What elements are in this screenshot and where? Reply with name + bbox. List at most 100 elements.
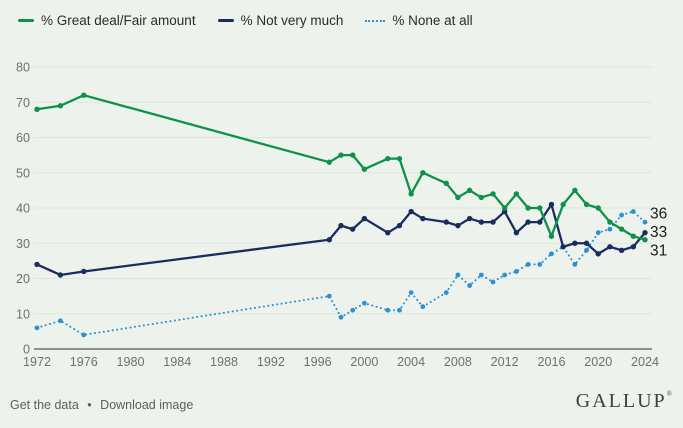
data-point-none_at_all — [350, 307, 356, 313]
data-point-not_very_much — [607, 244, 613, 250]
end-value-label: 31 — [650, 243, 667, 260]
footer-separator: • — [87, 398, 92, 412]
data-point-not_very_much — [466, 215, 473, 222]
data-point-not_very_much — [595, 251, 601, 257]
y-tick-label: 50 — [16, 166, 30, 180]
data-point-not_very_much — [490, 219, 496, 225]
x-tick-label: 2020 — [584, 355, 612, 369]
x-tick-label: 1996 — [304, 355, 332, 369]
data-point-none_at_all — [420, 304, 426, 310]
x-tick-label: 2016 — [537, 355, 565, 369]
data-point-none_at_all — [455, 272, 461, 278]
x-tick-label: 2024 — [631, 355, 659, 369]
legend-label: % None at all — [392, 13, 473, 28]
data-point-trust — [537, 205, 543, 211]
data-point-not_very_much — [349, 226, 356, 232]
data-point-not_very_much — [525, 219, 531, 225]
data-point-trust — [630, 233, 637, 239]
y-tick-label: 80 — [16, 61, 30, 75]
data-point-trust — [618, 226, 625, 232]
y-tick-label: 20 — [16, 272, 30, 286]
data-point-trust — [349, 152, 356, 158]
data-point-trust — [361, 166, 368, 172]
data-point-none_at_all — [642, 219, 648, 225]
x-tick-label: 1992 — [257, 355, 285, 369]
get-the-data-link[interactable]: Get the data — [10, 398, 79, 412]
data-point-trust — [583, 201, 590, 208]
data-point-not_very_much — [478, 219, 485, 225]
end-value-label: 36 — [650, 206, 667, 223]
data-point-none_at_all — [467, 283, 473, 288]
gallup-logo: GALLUP® — [575, 390, 672, 412]
y-tick-label: 0 — [23, 343, 30, 357]
data-point-not_very_much — [537, 219, 543, 225]
x-tick-label: 1976 — [70, 355, 98, 369]
data-point-not_very_much — [548, 201, 555, 208]
legend-swatch-not_very_much — [217, 19, 234, 22]
data-point-trust — [525, 205, 531, 211]
legend-item-none_at_all[interactable]: % None at all — [365, 13, 473, 28]
data-point-trust — [338, 152, 344, 158]
data-point-trust — [396, 155, 403, 162]
data-point-not_very_much — [385, 229, 391, 236]
data-point-trust — [408, 191, 414, 197]
download-image-link[interactable]: Download image — [100, 398, 194, 412]
data-point-trust — [490, 191, 496, 197]
legend-item-not_very_much[interactable]: % Not very much — [217, 13, 344, 28]
data-point-not_very_much — [630, 244, 637, 250]
y-tick-label: 10 — [16, 307, 30, 321]
data-point-none_at_all — [513, 269, 519, 274]
x-tick-label: 2012 — [491, 355, 519, 369]
data-point-none_at_all — [81, 332, 87, 338]
data-point-none_at_all — [385, 307, 391, 313]
registered-mark: ® — [666, 390, 672, 398]
data-point-not_very_much — [455, 222, 461, 229]
data-point-none_at_all — [338, 314, 344, 320]
data-point-not_very_much — [81, 268, 87, 275]
data-point-trust — [455, 194, 461, 201]
legend-item-trust[interactable]: % Great deal/Fair amount — [18, 13, 196, 28]
data-point-trust — [548, 233, 555, 239]
data-point-trust — [642, 237, 648, 243]
data-point-not_very_much — [408, 208, 414, 215]
data-point-none_at_all — [584, 247, 589, 253]
x-tick-label: 2004 — [397, 355, 425, 369]
end-value-label: 33 — [650, 224, 667, 241]
series-line-trust — [36, 93, 646, 241]
data-point-trust — [326, 159, 333, 165]
data-point-none_at_all — [443, 290, 449, 295]
data-point-none_at_all — [502, 272, 508, 278]
x-tick-label: 1988 — [210, 355, 238, 369]
data-point-none_at_all — [572, 262, 578, 267]
legend-swatch-trust — [18, 19, 34, 22]
data-point-none_at_all — [607, 226, 613, 232]
data-point-none_at_all — [537, 262, 543, 267]
data-point-not_very_much — [338, 222, 344, 229]
series-line-none_at_all — [36, 210, 646, 336]
footer-links: Get the data • Download image — [10, 398, 193, 412]
data-point-trust — [420, 170, 426, 176]
data-point-trust — [81, 92, 87, 98]
data-point-none_at_all — [408, 290, 414, 295]
data-point-trust — [560, 201, 566, 208]
series-line-not_very_much — [36, 201, 646, 277]
data-point-trust — [513, 191, 520, 197]
data-point-not_very_much — [583, 240, 590, 246]
legend-label: % Not very much — [240, 13, 344, 28]
legend-label: % Great deal/Fair amount — [41, 13, 196, 28]
data-point-not_very_much — [57, 272, 64, 278]
data-point-not_very_much — [618, 247, 625, 253]
data-point-not_very_much — [560, 244, 566, 250]
y-tick-label: 30 — [16, 237, 30, 251]
data-point-not_very_much — [420, 215, 426, 222]
y-tick-label: 40 — [16, 202, 30, 216]
data-point-trust — [57, 103, 64, 109]
data-point-none_at_all — [34, 325, 40, 331]
data-point-none_at_all — [525, 262, 531, 267]
data-point-trust — [466, 187, 473, 194]
x-tick-label: 1972 — [23, 355, 51, 369]
data-point-not_very_much — [443, 219, 449, 225]
data-point-not_very_much — [361, 215, 368, 222]
data-point-none_at_all — [361, 300, 367, 306]
